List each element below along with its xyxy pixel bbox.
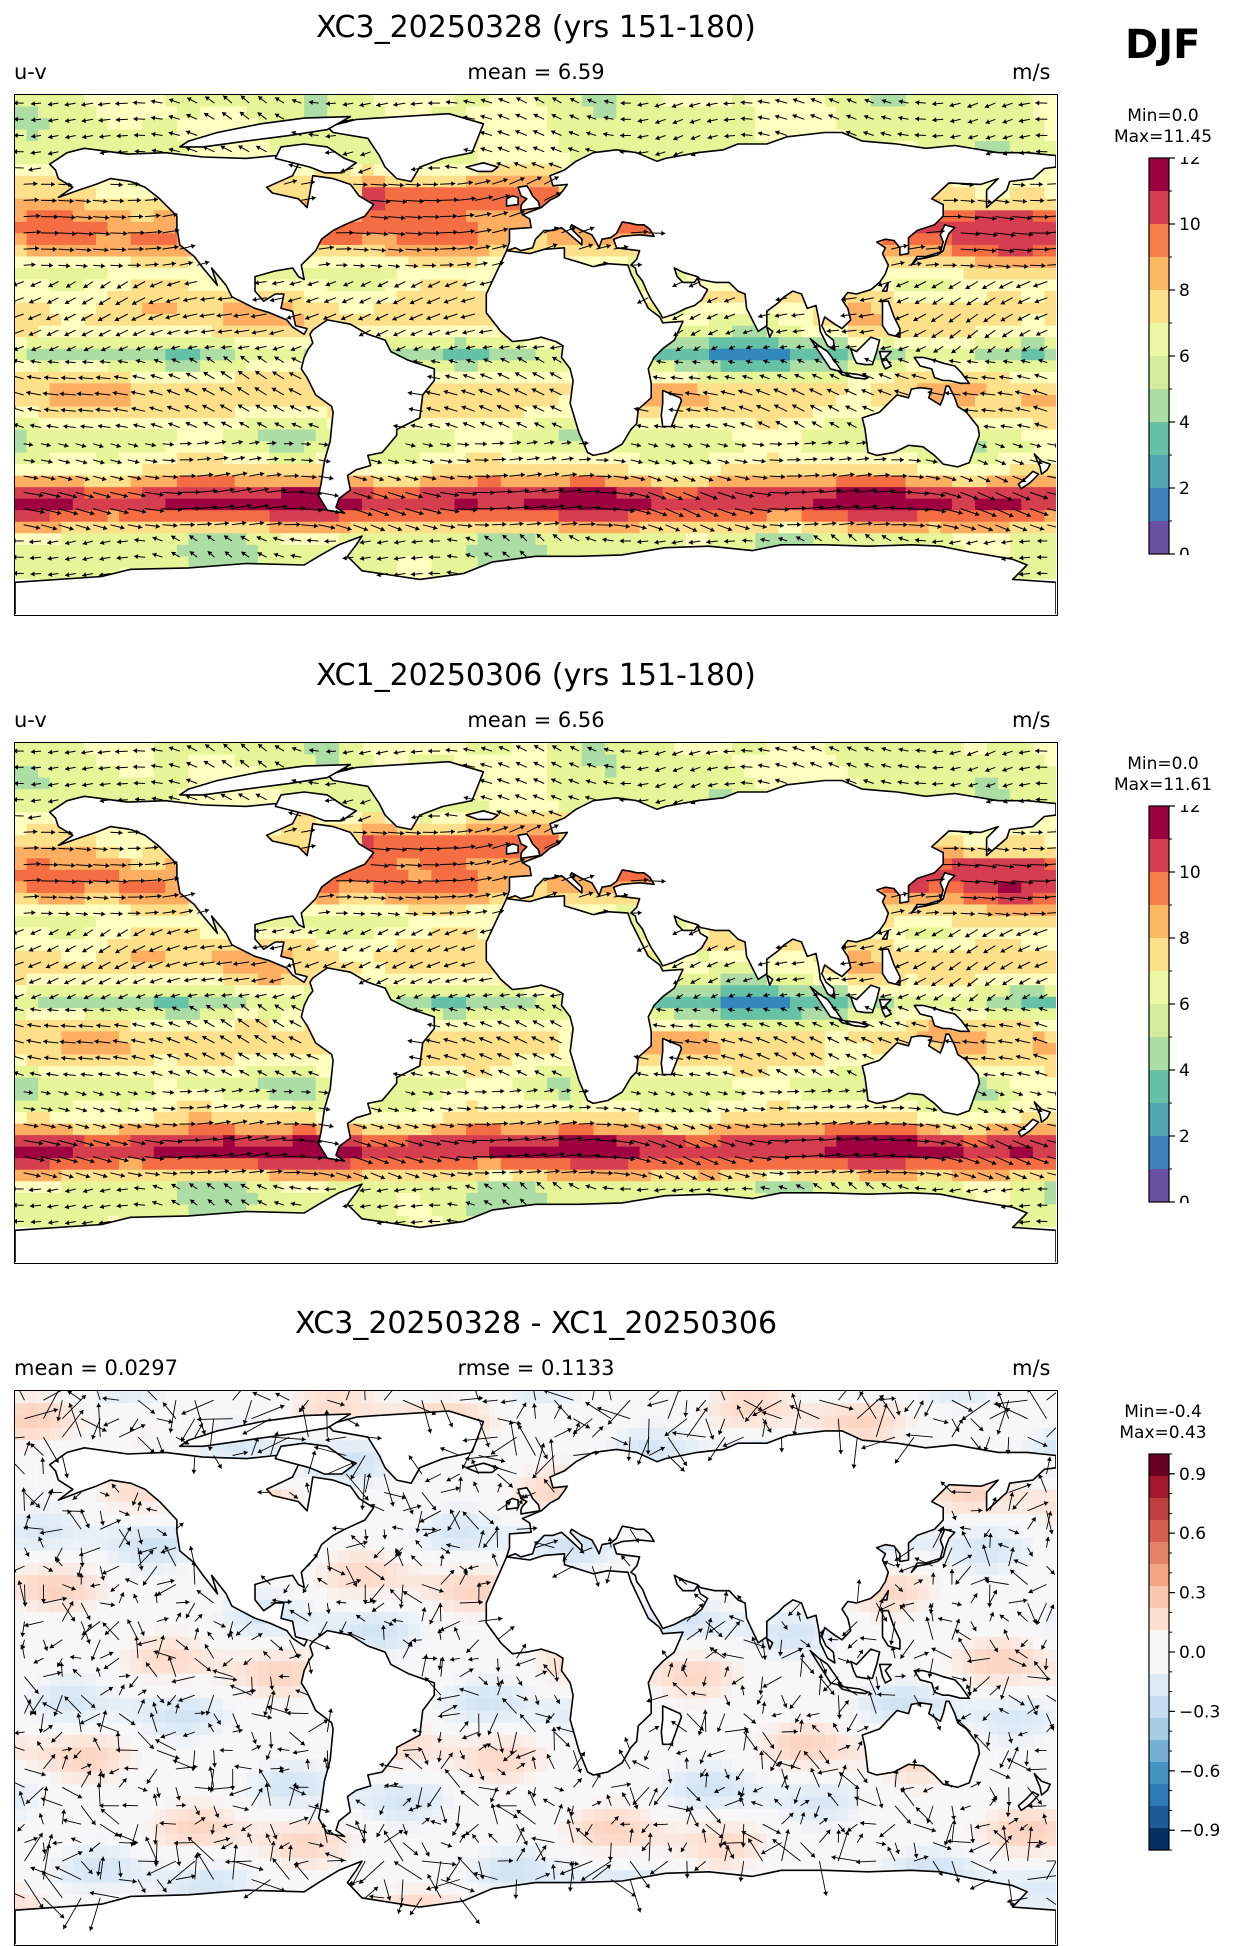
colorbar-swatch	[1149, 356, 1169, 390]
colorbar-swatch	[1149, 158, 1169, 192]
colorbar-tick-label: 0.6	[1179, 1524, 1206, 1544]
colorbar-tick-label: 10	[1179, 215, 1201, 235]
colorbar-swatch	[1149, 806, 1169, 840]
colorbar-tick-label: 4	[1179, 1061, 1190, 1081]
panel-3-colorbar-max: Max=0.43	[1088, 1423, 1238, 1444]
panel-3-title: XC3_20250328 - XC1_20250306	[14, 1306, 1058, 1341]
colorbar-swatch	[1149, 1762, 1169, 1785]
colorbar-tick-label: 4	[1179, 413, 1190, 433]
panel-2-colorbar: 0 2 4 6 8 10 12	[1148, 805, 1228, 1203]
colorbar-tick-label: 2	[1179, 1127, 1190, 1147]
colorbar-tick-label: −0.9	[1179, 1821, 1220, 1841]
colorbar-tick-label: 12	[1179, 157, 1201, 169]
colorbar-swatch	[1149, 839, 1169, 873]
panel-1-map	[14, 94, 1058, 616]
colorbar-swatch	[1149, 389, 1169, 423]
colorbar-swatch	[1149, 422, 1169, 456]
colorbar-tick-label: 6	[1179, 995, 1190, 1015]
panel-3-rmse-label: rmse = 0.1133	[0, 1356, 1072, 1380]
colorbar-swatch	[1149, 290, 1169, 324]
colorbar-swatch	[1149, 938, 1169, 972]
colorbar-swatch	[1149, 1136, 1169, 1170]
colorbar-swatch	[1149, 1652, 1169, 1675]
panel-3-colorbar: −0.9 −0.6 −0.3 0.0 0.3 0.6 0.9	[1148, 1453, 1228, 1851]
colorbar-swatch	[1149, 1070, 1169, 1104]
panel-2-units-label: m/s	[1012, 708, 1050, 732]
colorbar-swatch	[1149, 1828, 1169, 1851]
colorbar-swatch	[1149, 1586, 1169, 1609]
panel-1-colorbar: 0 2 4 6 8 10 12	[1148, 157, 1228, 555]
colorbar-tick-label: 0	[1179, 1193, 1190, 1203]
colorbar-tick-label: 0	[1179, 545, 1190, 555]
panel-2-map	[14, 742, 1058, 1264]
colorbar-tick-label: 6	[1179, 347, 1190, 367]
panel-1-colorbar-min: Min=0.0	[1088, 106, 1238, 127]
colorbar-swatch	[1149, 1498, 1169, 1521]
colorbar-swatch	[1149, 1103, 1169, 1137]
colorbar-swatch	[1149, 1806, 1169, 1829]
colorbar-swatch	[1149, 1476, 1169, 1499]
colorbar-swatch	[1149, 1718, 1169, 1741]
coastline-9	[507, 844, 518, 854]
colorbar-tick-label: 0.3	[1179, 1584, 1206, 1604]
colorbar-swatch	[1149, 1630, 1169, 1653]
colorbar-swatch	[1149, 257, 1169, 291]
colorbar-swatch	[1149, 1564, 1169, 1587]
panel-3-colorbar-min: Min=-0.4	[1088, 1402, 1238, 1423]
panel-2-colorbar-max: Max=11.61	[1088, 775, 1238, 796]
coastline-9	[507, 196, 518, 206]
panel-1-title: XC3_20250328 (yrs 151-180)	[14, 10, 1058, 45]
colorbar-swatch	[1149, 1004, 1169, 1038]
colorbar-swatch	[1149, 1608, 1169, 1631]
panel-3-map	[14, 1390, 1058, 1946]
colorbar-swatch	[1149, 1674, 1169, 1697]
colorbar-swatch	[1149, 1740, 1169, 1763]
panel-1-units-label: m/s	[1012, 60, 1050, 84]
colorbar-swatch	[1149, 488, 1169, 522]
colorbar-tick-label: 0.0	[1179, 1643, 1206, 1663]
colorbar-swatch	[1149, 455, 1169, 489]
colorbar-swatch	[1149, 872, 1169, 906]
colorbar-tick-label: 8	[1179, 281, 1190, 301]
panel-2-mean-label: mean = 6.56	[0, 708, 1072, 732]
panel-1-colorbar-max: Max=11.45	[1088, 127, 1238, 148]
colorbar-swatch	[1149, 971, 1169, 1005]
colorbar-swatch	[1149, 905, 1169, 939]
colorbar-tick-label: 0.9	[1179, 1465, 1206, 1485]
panel-3-units-label: m/s	[1012, 1356, 1050, 1380]
panel-2-title: XC1_20250306 (yrs 151-180)	[14, 658, 1058, 693]
colorbar-swatch	[1149, 521, 1169, 555]
colorbar-swatch	[1149, 1784, 1169, 1807]
colorbar-tick-label: 10	[1179, 863, 1201, 883]
colorbar-tick-label: 8	[1179, 929, 1190, 949]
colorbar-swatch	[1149, 191, 1169, 225]
colorbar-swatch	[1149, 323, 1169, 357]
colorbar-swatch	[1149, 1520, 1169, 1543]
panel-2-colorbar-min: Min=0.0	[1088, 754, 1238, 775]
colorbar-swatch	[1149, 1542, 1169, 1565]
colorbar-tick-label: 2	[1179, 479, 1190, 499]
panel-1-mean-label: mean = 6.59	[0, 60, 1072, 84]
colorbar-tick-label: 12	[1179, 805, 1201, 817]
colorbar-swatch	[1149, 1037, 1169, 1071]
colorbar-swatch	[1149, 224, 1169, 258]
colorbar-tick-label: −0.6	[1179, 1762, 1220, 1782]
colorbar-swatch	[1149, 1169, 1169, 1203]
colorbar-swatch	[1149, 1454, 1169, 1477]
colorbar-swatch	[1149, 1696, 1169, 1719]
colorbar-tick-label: −0.3	[1179, 1702, 1220, 1722]
season-label: DJF	[1125, 22, 1200, 68]
